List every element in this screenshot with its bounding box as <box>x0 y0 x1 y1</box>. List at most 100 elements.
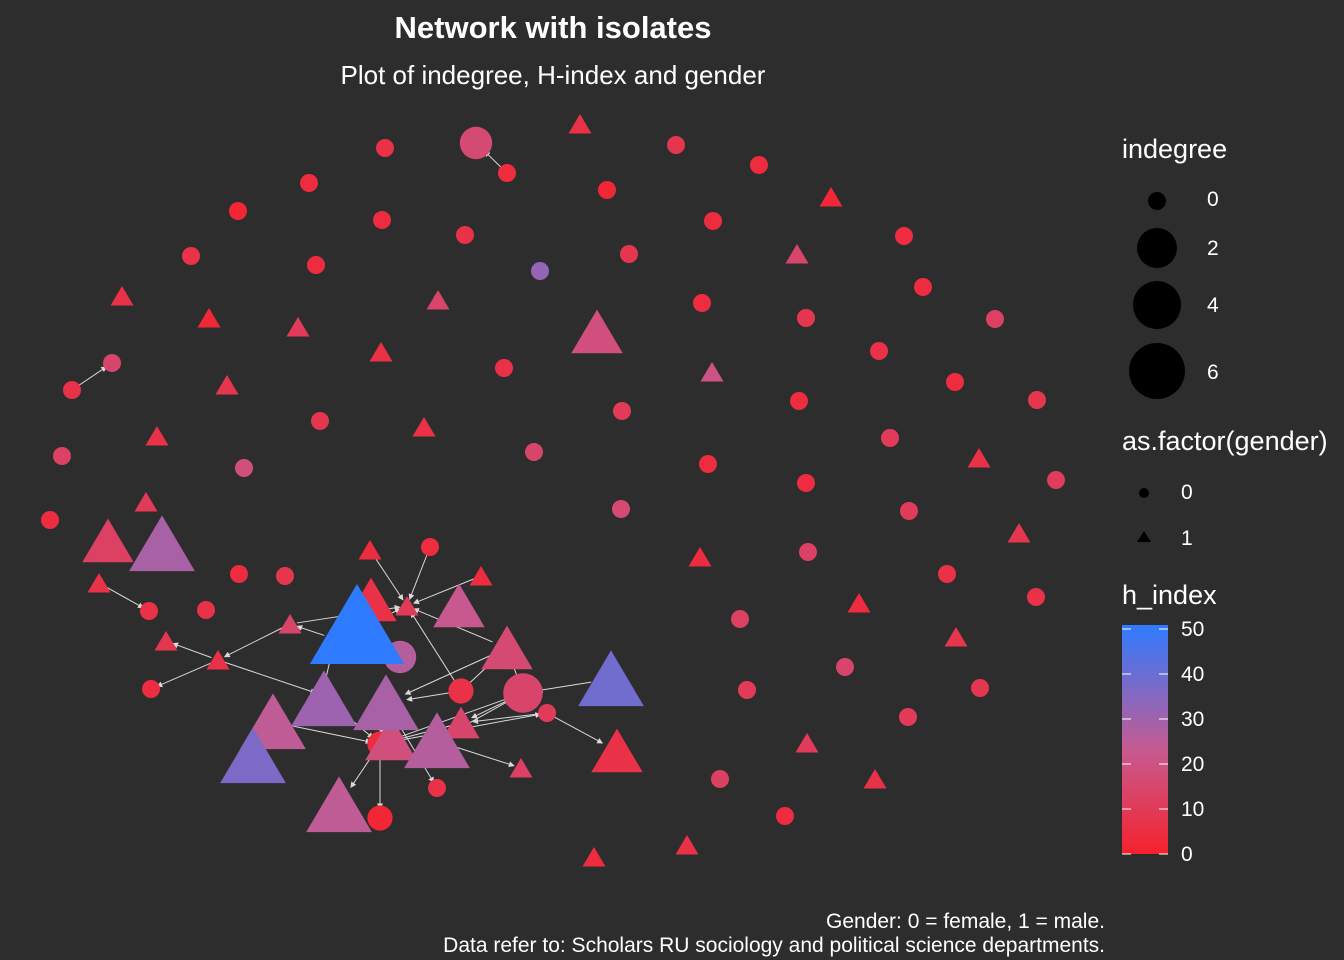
node-circle <box>881 429 899 447</box>
node-triangle <box>145 426 169 446</box>
node-circle <box>971 679 989 697</box>
legend-indegree-title: indegree <box>1122 134 1228 164</box>
caption-data-source: Data refer to: Scholars RU sociology and… <box>443 934 1105 957</box>
node-circle <box>895 227 913 245</box>
network-edge <box>76 366 108 387</box>
legend-gender-circle <box>1139 488 1149 498</box>
legend-gender-triangle <box>1137 531 1151 542</box>
network-edge <box>223 626 284 658</box>
legend-indegree-marker <box>1129 343 1185 399</box>
node-circle <box>235 459 253 477</box>
legend-gender-label: 0 <box>1181 481 1193 504</box>
node-circle <box>311 412 329 430</box>
node-triangle <box>509 758 533 778</box>
node-triangle <box>819 187 843 207</box>
node-circle <box>142 680 160 698</box>
node-circle <box>620 245 638 263</box>
node-triangle <box>82 518 134 563</box>
node-triangle <box>785 244 809 264</box>
node-circle <box>531 262 549 280</box>
network-edge <box>410 611 457 684</box>
node-circle <box>367 805 393 831</box>
node-circle <box>103 354 121 372</box>
node-triangle <box>582 847 606 867</box>
network-edge <box>172 642 212 659</box>
plot-subtitle: Plot of indegree, H-index and gender <box>340 60 766 90</box>
node-circle <box>421 538 439 556</box>
node-triangle <box>309 584 405 664</box>
legend-gender-label: 1 <box>1181 527 1193 550</box>
node-triangle <box>847 593 871 613</box>
node-circle <box>750 156 768 174</box>
node-triangle <box>571 309 623 354</box>
network-edge <box>536 681 592 693</box>
node-triangle <box>578 650 644 707</box>
node-circle <box>456 226 474 244</box>
node-triangle <box>404 712 470 769</box>
node-circle <box>373 211 391 229</box>
network-edge <box>404 654 493 695</box>
node-triangle <box>306 776 372 833</box>
node-triangle <box>215 375 239 395</box>
node-circle <box>797 474 815 492</box>
legend-hindex-colorbar <box>1122 625 1168 854</box>
node-triangle <box>129 515 195 572</box>
network-edge <box>104 585 144 609</box>
node-triangle <box>197 308 221 328</box>
node-triangle <box>110 286 134 306</box>
node-circle <box>448 678 474 704</box>
node-circle <box>738 681 756 699</box>
node-triangle <box>568 114 592 134</box>
node-circle <box>914 278 932 296</box>
legend-graphics <box>1122 192 1185 855</box>
node-circle <box>503 673 543 713</box>
node-circle <box>1027 588 1045 606</box>
legend-hindex-title: h_index <box>1122 580 1217 610</box>
node-triangle <box>433 583 485 628</box>
node-circle <box>230 565 248 583</box>
node-circle <box>197 601 215 619</box>
legend-indegree-label: 2 <box>1207 237 1219 260</box>
node-circle <box>63 381 81 399</box>
node-circle <box>182 247 200 265</box>
node-circle <box>53 447 71 465</box>
node-circle <box>799 543 817 561</box>
network-edge <box>408 552 429 600</box>
legend-hindex-tick: 0 <box>1181 843 1193 866</box>
network-edge <box>373 555 404 601</box>
node-circle <box>307 256 325 274</box>
node-circle <box>276 567 294 585</box>
node-triangle <box>369 342 393 362</box>
node-circle <box>300 174 318 192</box>
node-circle <box>870 342 888 360</box>
node-circle <box>538 704 556 722</box>
node-triangle <box>442 706 480 739</box>
node-circle <box>790 392 808 410</box>
network-edge <box>455 746 515 768</box>
node-triangle <box>395 596 419 616</box>
legend-indegree-marker <box>1148 192 1166 210</box>
node-circle <box>731 610 749 628</box>
legend-hindex-tick: 10 <box>1181 798 1205 821</box>
node-circle <box>836 658 854 676</box>
node-circle <box>900 502 918 520</box>
node-triangle <box>286 317 310 337</box>
node-triangle <box>591 728 643 773</box>
node-circle <box>140 602 158 620</box>
node-circle <box>1047 471 1065 489</box>
node-triangle <box>206 650 230 670</box>
legend-indegree-label: 4 <box>1207 294 1219 317</box>
node-circle <box>704 212 722 230</box>
node-triangle <box>412 417 436 437</box>
node-triangle <box>134 492 158 512</box>
node-triangle <box>353 674 419 731</box>
node-triangle <box>863 769 887 789</box>
node-circle <box>598 181 616 199</box>
node-circle <box>613 402 631 420</box>
legend-hindex-tick: 50 <box>1181 618 1205 641</box>
node-triangle <box>358 540 382 560</box>
node-triangle <box>469 566 493 586</box>
network-edge <box>156 662 212 688</box>
